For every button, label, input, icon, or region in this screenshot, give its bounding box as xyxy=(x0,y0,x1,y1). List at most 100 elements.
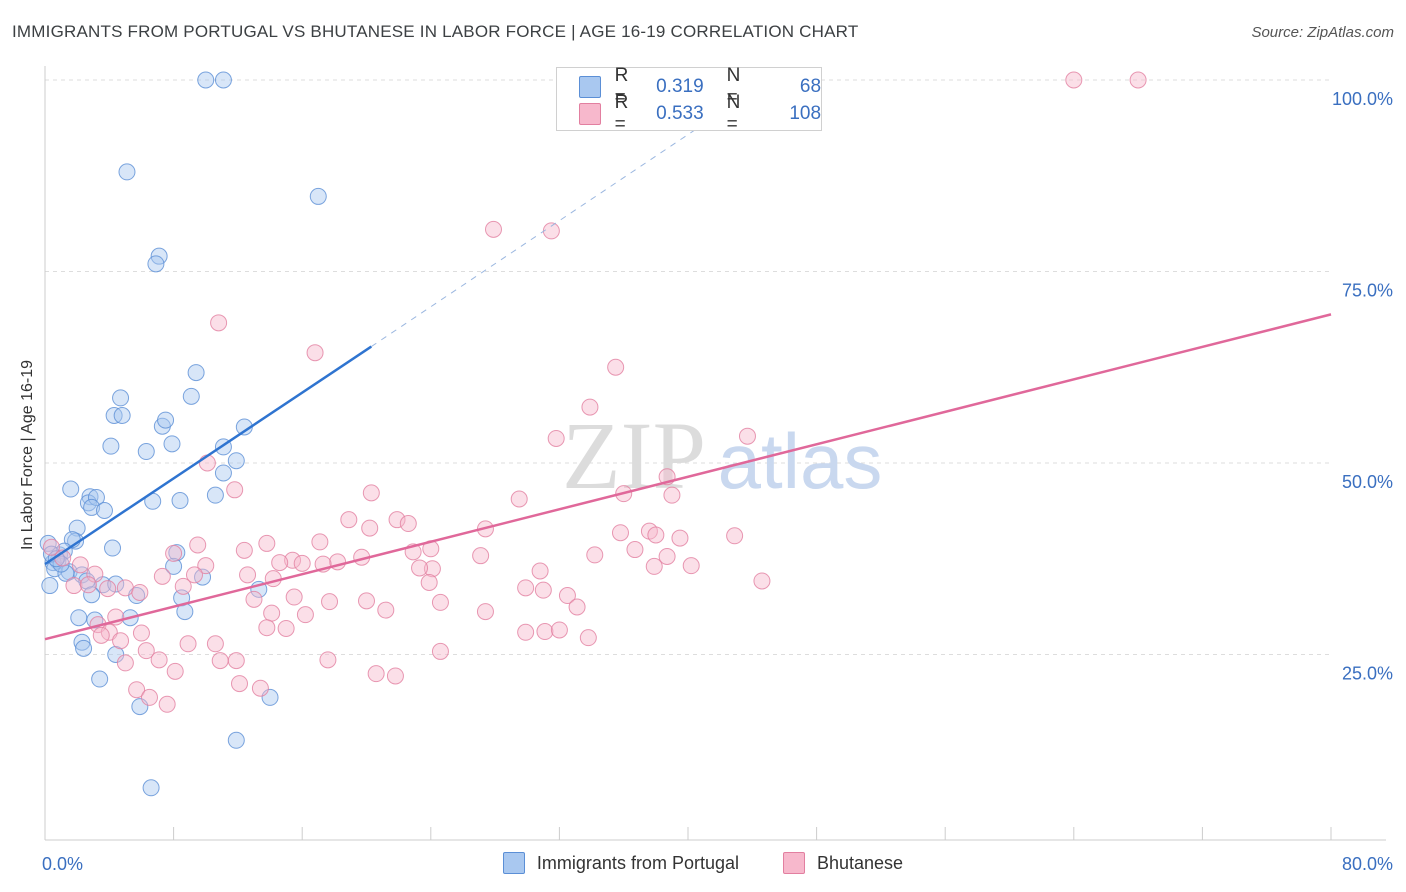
point-bhutanese xyxy=(140,688,158,706)
point-bhutanese xyxy=(174,577,192,595)
point-bhutanese xyxy=(579,629,597,647)
point-bhutanese xyxy=(517,623,535,641)
point-bhutanese xyxy=(319,651,337,669)
point-portugal xyxy=(83,498,101,516)
point-bhutanese xyxy=(611,524,629,542)
point-bhutanese xyxy=(296,606,314,624)
point-bhutanese xyxy=(165,544,183,562)
point-bhutanese xyxy=(227,652,245,670)
point-bhutanese xyxy=(645,557,663,575)
point-bhutanese xyxy=(258,619,276,637)
point-bhutanese xyxy=(536,623,554,641)
point-portugal xyxy=(62,480,80,498)
point-bhutanese xyxy=(198,454,216,472)
point-bhutanese xyxy=(531,562,549,580)
point-bhutanese xyxy=(179,635,197,653)
point-portugal xyxy=(227,731,245,749)
legend-stats: R = 0.319 N = 68 R = 0.533 N = 108 xyxy=(556,65,822,135)
point-bhutanese xyxy=(206,635,224,653)
point-bhutanese xyxy=(586,546,604,564)
point-bhutanese xyxy=(388,511,406,529)
point-bhutanese xyxy=(558,587,576,605)
point-portugal xyxy=(75,639,93,657)
point-portugal xyxy=(147,255,165,273)
point-bhutanese xyxy=(211,652,229,670)
point-bhutanese xyxy=(189,536,207,554)
point-portugal xyxy=(41,577,59,595)
point-bhutanese xyxy=(42,538,60,556)
point-bhutanese xyxy=(626,541,644,559)
point-bhutanese xyxy=(321,593,339,611)
point-bhutanese xyxy=(231,675,249,693)
legend-item-bhutanese[interactable]: Bhutanese xyxy=(782,852,904,874)
point-bhutanese xyxy=(263,604,281,622)
point-bhutanese xyxy=(386,667,404,685)
point-bhutanese xyxy=(411,559,429,577)
point-bhutanese xyxy=(99,580,117,598)
watermark-atlas: atlas xyxy=(718,417,883,505)
point-bhutanese xyxy=(166,662,184,680)
point-bhutanese xyxy=(738,427,756,445)
point-bhutanese xyxy=(472,547,490,565)
legend-swatch-bhutanese xyxy=(579,103,601,125)
series-legend: Immigrants from Portugal Bhutanese xyxy=(0,852,1406,874)
point-portugal xyxy=(113,407,131,425)
y-tick-label: 50.0% xyxy=(1342,472,1393,492)
point-bhutanese xyxy=(647,526,665,544)
point-bhutanese xyxy=(663,486,681,504)
point-portugal xyxy=(102,437,120,455)
legend-swatch-portugal xyxy=(579,76,601,98)
point-bhutanese xyxy=(92,626,110,644)
point-portugal xyxy=(137,443,155,461)
legend-item-portugal[interactable]: Immigrants from Portugal xyxy=(502,852,739,874)
point-portugal xyxy=(214,464,232,482)
legend-n-label: N = xyxy=(726,92,741,135)
point-bhutanese xyxy=(311,533,329,551)
point-portugal xyxy=(118,163,136,181)
point-portugal xyxy=(81,488,99,506)
y-tick-label: 100.0% xyxy=(1332,89,1393,109)
legend-r-label: R = xyxy=(614,92,629,135)
point-bhutanese xyxy=(361,519,379,537)
chart-title: IMMIGRANTS FROM PORTUGAL VS BHUTANESE IN… xyxy=(12,22,859,41)
point-bhutanese xyxy=(137,642,155,660)
point-bhutanese xyxy=(377,601,395,619)
point-bhutanese xyxy=(128,681,146,699)
point-bhutanese xyxy=(112,632,130,650)
tick-labels: 25.0% 50.0% 75.0% 100.0% 0.0% 80.0% xyxy=(42,89,1393,874)
point-bhutanese xyxy=(277,619,295,637)
point-bhutanese xyxy=(581,398,599,416)
point-portugal xyxy=(104,539,122,557)
point-bhutanese xyxy=(226,481,244,499)
point-bhutanese xyxy=(534,581,552,599)
point-bhutanese xyxy=(542,222,560,240)
source-label: Source: ZipAtlas.com xyxy=(1251,24,1394,41)
point-bhutanese xyxy=(86,565,104,583)
legend-r-value: 0.319 xyxy=(656,76,704,97)
legend-n-label: N = xyxy=(726,65,741,108)
point-portugal xyxy=(86,611,104,629)
legend-label-bhutanese: Bhutanese xyxy=(816,852,904,873)
legend-swatch-bhutanese xyxy=(782,852,805,874)
point-bhutanese xyxy=(607,358,625,376)
point-bhutanese xyxy=(132,624,150,642)
point-bhutanese xyxy=(285,588,303,606)
point-portugal xyxy=(73,633,91,651)
point-bhutanese xyxy=(726,527,744,545)
legend-n-value: 108 xyxy=(789,103,822,124)
x-tick-label: 80.0% xyxy=(1342,854,1393,874)
point-bhutanese xyxy=(251,679,269,697)
point-bhutanese xyxy=(185,566,203,584)
point-bhutanese xyxy=(264,570,282,588)
point-bhutanese xyxy=(484,220,502,238)
y-tick-label: 75.0% xyxy=(1342,281,1393,301)
y-axis-label: In Labor Force | Age 16-19 xyxy=(19,359,36,551)
point-bhutanese xyxy=(210,314,228,332)
watermark: ZIP atlas xyxy=(562,402,882,509)
point-bhutanese xyxy=(682,557,700,575)
y-tick-label: 25.0% xyxy=(1342,664,1393,684)
legend-row-bhutanese: R = 0.533 N = 108 xyxy=(579,92,822,135)
point-bhutanese xyxy=(340,511,358,529)
point-portugal xyxy=(163,435,181,453)
point-bhutanese xyxy=(753,572,771,590)
